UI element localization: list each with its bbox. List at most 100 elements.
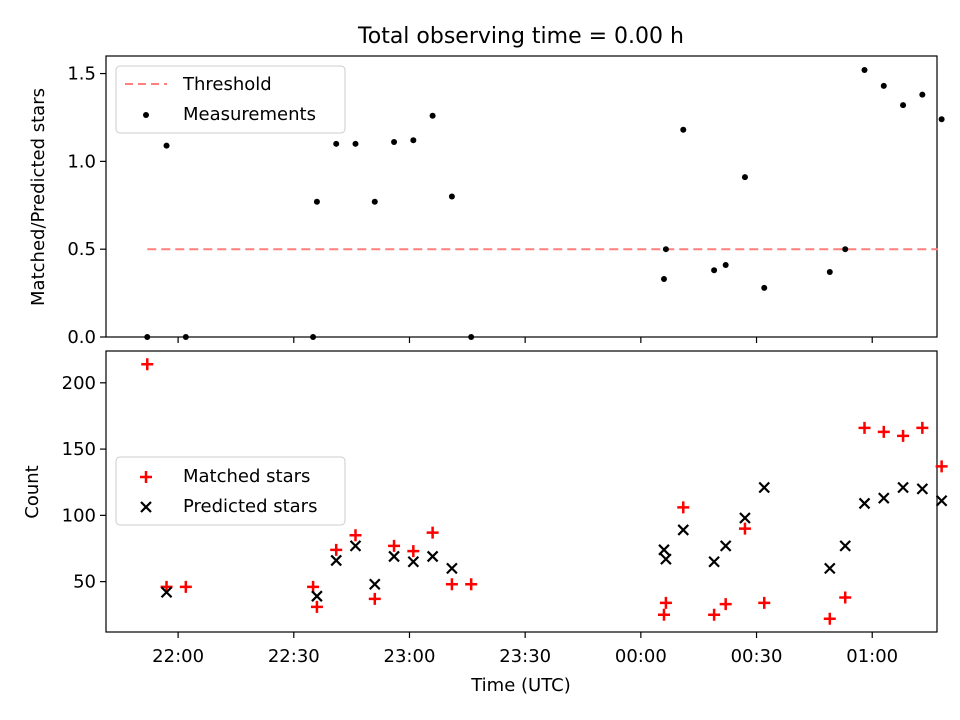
measurement-point <box>310 334 317 340</box>
measurement-point <box>333 140 340 147</box>
measurement-point <box>741 174 748 181</box>
bottom-y-ticks: 50 100 150 200 <box>62 373 106 593</box>
x-tick-label: 00:30 <box>731 646 783 667</box>
matched-star-point <box>839 591 852 604</box>
matched-star-point <box>935 460 948 473</box>
x-tick-label: 22:30 <box>268 646 320 667</box>
predicted-star-point <box>897 481 909 494</box>
bottom-x-ticks: 22:00 22:30 23:00 23:30 00:00 00:30 01:00 <box>152 632 898 667</box>
predicted-star-point <box>446 562 458 575</box>
predicted-star-point <box>878 492 890 504</box>
measurement-point <box>919 91 926 98</box>
x-tick-label: 01:00 <box>846 646 898 667</box>
measurement-point <box>429 112 436 119</box>
legend-predicted-label: Predicted stars <box>183 496 317 517</box>
matched-star-point <box>407 545 420 558</box>
matched-star-point <box>877 425 890 438</box>
legend-predicted-swatch <box>140 501 152 513</box>
legend-matched-swatch <box>140 471 152 483</box>
matched-star-point <box>897 429 910 442</box>
matched-star-point <box>659 596 672 609</box>
legend-threshold-label: Threshold <box>182 74 272 95</box>
matched-star-point <box>719 598 732 611</box>
predicted-star-point <box>388 550 400 563</box>
matched-star-point <box>426 526 439 539</box>
measurement-point <box>468 334 475 340</box>
matched-star-point <box>677 501 690 514</box>
bottom-marks <box>141 358 948 625</box>
top-x-ticks <box>177 337 873 343</box>
matched-star-point <box>179 580 192 593</box>
y-tick-label: 50 <box>73 572 96 593</box>
predicted-star-point <box>677 524 690 536</box>
matched-star-point <box>738 522 751 535</box>
predicted-star-point <box>858 497 871 510</box>
measurement-point <box>662 246 669 253</box>
predicted-star-point <box>708 555 720 568</box>
measurement-point <box>371 198 378 205</box>
predicted-star-point <box>349 540 362 552</box>
bottom-legend-box <box>115 456 346 526</box>
bottom-panel: 50 100 150 200 22:00 22:30 23:00 23:30 00:00 00:… <box>22 350 948 696</box>
top-plot-frame <box>105 55 938 338</box>
matched-star-point <box>349 529 362 542</box>
predicted-star-point <box>660 553 672 565</box>
y-tick-label: 0.0 <box>67 327 96 348</box>
legend-measurements-swatch <box>143 112 149 118</box>
measurement-point <box>711 267 718 274</box>
measurement-point <box>722 261 729 268</box>
measurement-point <box>410 137 417 144</box>
matched-star-point <box>823 612 836 625</box>
top-legend: Threshold Measurements <box>115 65 346 134</box>
measurement-point <box>826 269 833 276</box>
predicted-star-point <box>160 586 173 599</box>
matched-star-point <box>758 596 771 609</box>
measurement-point <box>182 334 189 340</box>
top-legend-box <box>115 65 346 134</box>
predicted-star-point <box>330 554 342 567</box>
predicted-star-point <box>758 481 771 494</box>
y-tick-label: 1.5 <box>67 64 96 85</box>
chart-title: Total observing time = 0.00 h <box>357 24 684 49</box>
measurement-point <box>861 67 868 74</box>
predicted-star-point <box>719 540 732 552</box>
measurement-point <box>761 284 768 291</box>
legend-matched-label: Matched stars <box>183 466 310 487</box>
x-tick-label: 00:00 <box>615 646 667 667</box>
y-tick-label: 0.5 <box>67 239 96 260</box>
y-tick-label: 150 <box>62 439 96 460</box>
predicted-star-point <box>916 483 929 495</box>
measurement-point <box>680 126 687 133</box>
top-y-ticks: 0.0 0.5 1.0 1.5 <box>67 64 106 348</box>
matched-star-point <box>388 539 401 552</box>
y-tick-label: 100 <box>62 505 96 526</box>
x-axis-label: Time (UTC) <box>470 675 571 696</box>
measurement-point <box>144 334 151 340</box>
measurement-point <box>938 116 945 123</box>
matched-star-point <box>330 543 343 556</box>
measurement-point <box>880 82 887 89</box>
matched-star-point <box>368 592 381 605</box>
predicted-star-point <box>368 578 381 591</box>
x-tick-label: 23:30 <box>499 646 551 667</box>
x-tick-label: 22:00 <box>152 646 204 667</box>
bottom-legend: Matched stars Predicted stars <box>115 456 346 526</box>
measurement-point <box>352 140 359 147</box>
measurement-point <box>163 142 170 149</box>
legend-measurements-label: Measurements <box>183 104 316 125</box>
matched-star-point <box>310 600 323 613</box>
matched-star-point <box>445 578 458 591</box>
y-tick-label: 1.0 <box>67 151 96 172</box>
measurement-point <box>391 139 398 146</box>
predicted-star-point <box>935 495 948 507</box>
y-tick-label: 200 <box>62 373 96 394</box>
matched-star-point <box>916 421 929 434</box>
predicted-star-point <box>311 590 323 602</box>
matched-star-point <box>708 608 721 621</box>
measurement-point <box>660 276 667 283</box>
predicted-star-point <box>407 555 420 568</box>
predicted-star-point <box>658 544 670 556</box>
bottom-y-axis-label: Count <box>22 465 43 518</box>
measurement-point <box>448 193 455 200</box>
